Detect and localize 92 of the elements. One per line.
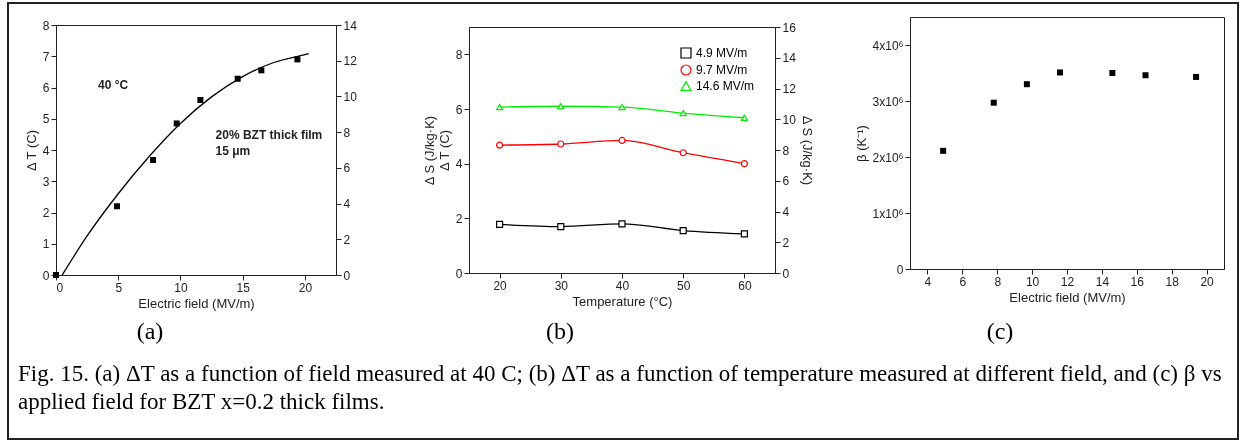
y-tick-label: 1 [42,237,50,252]
point [679,227,687,235]
x-tick-label: 5 [115,280,123,295]
y-tick-label: 4 [42,143,50,158]
x-axis-title: Electric field (MV/m) [138,295,255,311]
legend-label: 9.7 MV/m [696,63,748,77]
y-tick-label: 8 [42,18,50,33]
y2-axis-title: Δ S (J/kg·K) [799,115,815,186]
point [940,147,947,154]
y-tick-label: 3 [42,174,50,189]
x-tick-label: 20 [1200,274,1215,289]
point [557,222,565,231]
x-axis-title: Electric field (MV/m) [1009,289,1126,305]
y2-tick-label: 6 [343,161,351,176]
point [1193,73,1200,80]
point [740,230,748,238]
x-tick-label: 18 [1165,274,1180,289]
y-tick-label: 1x10⁶ [872,206,904,221]
point [1023,81,1030,88]
y2-tick-label: 16 [782,20,797,35]
point [496,103,504,111]
legend-label: 4.9 MV/m [696,46,748,60]
x-tick-label: 0 [56,280,64,295]
caption: Fig. 15. (a) ΔT as a function of field measured at 40 C; (b) ΔT as a function of temperature measured at different field, and (c) β vs applied field for BZT x=0.2 thick films. [18,360,1223,416]
legend-label: 14.6 MV/m [696,79,755,93]
point [557,140,565,148]
y-tick-label: 2 [455,211,463,226]
annotation: 40 °C [98,78,129,92]
y2-tick-label: 8 [343,125,351,140]
x-tick-label: 30 [554,278,569,293]
y2-tick-label: 14 [782,51,797,66]
point [197,97,204,103]
point [618,220,626,228]
x-tick-label: 16 [1130,274,1145,289]
point [618,103,626,111]
point [1057,69,1064,76]
y-tick-label: 4x10⁶ [872,38,904,53]
point [496,220,504,228]
x-tick-label: 60 [738,278,752,293]
y2-tick-label: 6 [782,174,790,189]
text: (a) [135,318,165,345]
y-tick-label: 6 [455,102,463,117]
point [113,203,120,210]
y2-tick-label: 4 [343,197,351,212]
y-axis-title: Δ T (C) [23,130,39,171]
x-tick-label: 20 [298,280,313,295]
y-axis-title: β (K⁻¹) [853,125,869,162]
y-tick-label: 8 [455,47,463,62]
x-tick-label: 10 [174,280,188,295]
x-tick-label: 15 [236,280,251,295]
text: (b) [545,318,575,345]
y2-tick-label: 12 [782,82,797,96]
annotation: 20% BZT thick film 15 μm [215,128,323,158]
y-tick-label: 4 [455,157,463,172]
y-tick-label: 5 [42,112,50,127]
y2-tick-label: 12 [343,54,358,69]
x-tick-label: 20 [493,278,508,293]
y2-tick-label: 2 [782,235,790,250]
y-tick-label: 2 [42,206,50,220]
x-tick-label: 12 [1060,274,1075,289]
point [740,160,748,168]
x-axis-title: Temperature (°C) [572,293,673,309]
x-tick-label: 8 [994,274,1002,289]
x-tick-label: 10 [1025,274,1040,289]
point [1142,72,1149,79]
point [150,157,157,163]
y2-tick-label: 2 [343,232,351,247]
y-tick-label: 7 [42,49,50,64]
y2-tick-label: 4 [782,205,790,219]
point [618,136,626,145]
point [679,149,687,157]
point [990,99,997,106]
point [496,141,504,149]
y-axis-title: Δ S (J/kg·K) Δ T (C) [421,115,452,186]
y-tick-label: 3x10⁶ [872,94,904,109]
y2-tick-label: 14 [343,18,358,33]
y2-tick-label: 10 [343,89,358,104]
y2-tick-label: 10 [782,112,797,127]
text: (c) [985,318,1015,345]
x-tick-label: 50 [677,278,691,293]
x-tick-label: 14 [1095,274,1110,289]
y-tick-label: 0 [896,262,904,277]
point [557,103,565,110]
y-tick-label: 6 [42,81,50,95]
x-tick-label: 6 [959,274,967,289]
y-tick-label: 2x10⁶ [872,150,904,165]
x-tick-label: 4 [924,274,932,289]
x-tick-label: 40 [615,278,630,293]
y2-tick-label: 8 [782,143,790,158]
point [740,114,748,121]
point [1109,70,1116,76]
point [679,109,687,117]
